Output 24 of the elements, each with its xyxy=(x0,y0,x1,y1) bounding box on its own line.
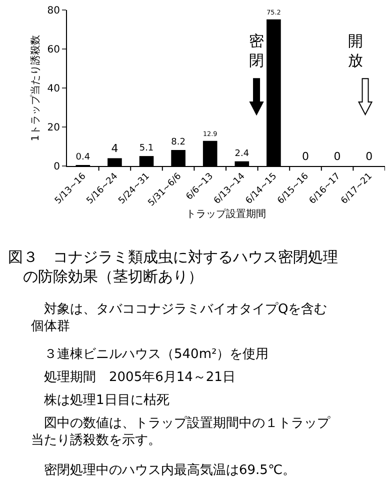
data-label: 2.4 xyxy=(234,148,250,159)
data-label: 4 xyxy=(111,142,118,156)
x-axis-title: トラップ設置期間 xyxy=(186,208,266,220)
text: 図３ コナジラミ類成虫に対するハウス密閉処理の防除効果（茎切断あり） xyxy=(8,248,338,286)
y-tick-label: 0 xyxy=(54,162,60,172)
text: 処理期間 2005年6月14～21日 xyxy=(31,370,236,385)
y-tick-label: 80 xyxy=(47,6,60,16)
text: 株は処理1日目に枯死 xyxy=(31,393,170,408)
text: 密閉処理中のハウス内最高気温は69.5℃。 xyxy=(31,462,296,477)
annotation: 密閉 xyxy=(249,32,264,70)
annotation: 開放 xyxy=(348,32,363,70)
y-tick-label: 20 xyxy=(47,122,60,134)
y-tick-label: 60 xyxy=(47,44,60,56)
data-label: 8.2 xyxy=(171,138,186,148)
data-label: 0 xyxy=(366,150,373,163)
text: ３連棟ビニルハウス（540m²）を使用 xyxy=(31,347,269,362)
y-tick-label: 40 xyxy=(47,84,60,94)
data-label: 0 xyxy=(334,150,341,163)
data-label: 0.4 xyxy=(76,152,90,163)
data-label: 5.1 xyxy=(139,144,154,154)
data-label: 0 xyxy=(302,150,310,163)
y-axis-title: 1トラップ当たり誘殺数 xyxy=(29,34,42,142)
text: 対象は、タバココナジラミバイオタイプQを含む個体群 xyxy=(31,301,328,334)
text: 図中の数値は、トラップ設置期間中の１トラップ当たり誘殺数を示す。 xyxy=(31,416,331,448)
